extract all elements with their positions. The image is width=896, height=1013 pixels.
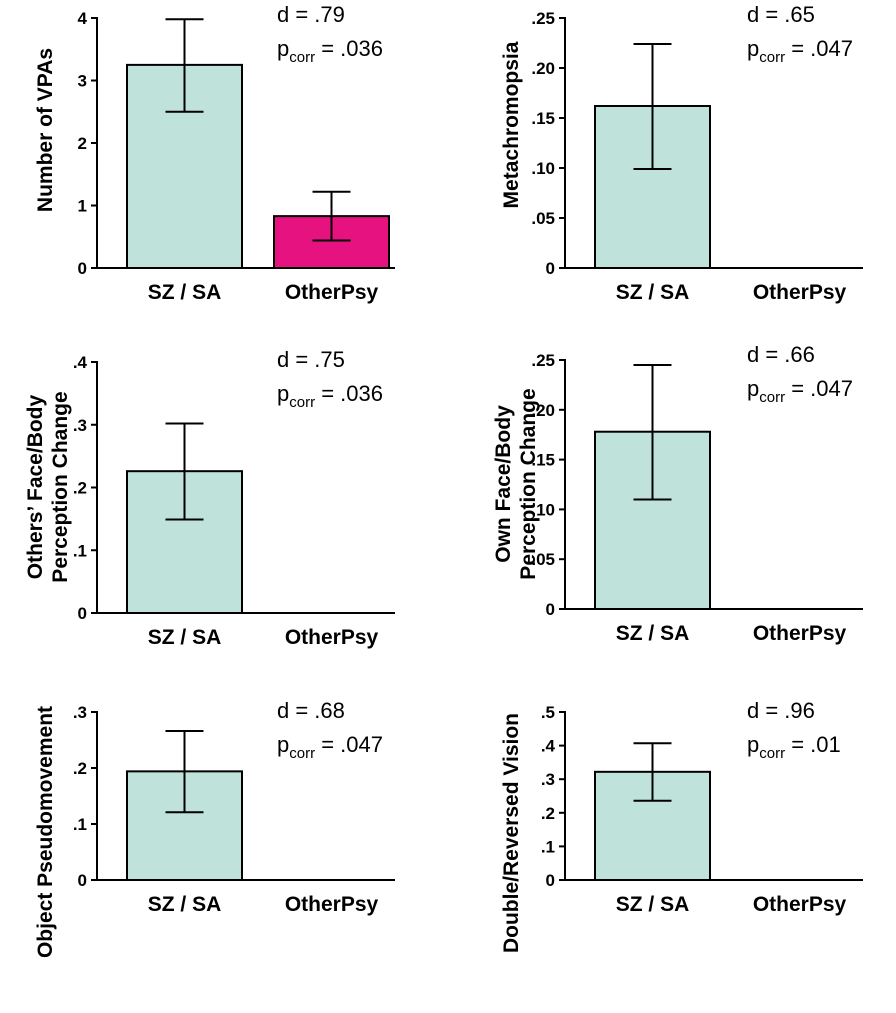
y-tick-label: .15 — [531, 451, 555, 470]
p-value-label: pcorr = .047 — [277, 732, 383, 762]
category-label-szsa: SZ / SA — [148, 893, 222, 916]
chart-panel-2: 0 .05 .10 .15 .20 .25 SZ / SA OtherPsy Metachrom… — [500, 2, 863, 304]
category-label-otherpsy: OtherPsy — [285, 626, 379, 649]
y-tick-label: 0 — [78, 871, 87, 890]
category-label-szsa: SZ / SA — [148, 281, 222, 304]
y-tick-label: .15 — [531, 109, 555, 128]
y-tick-label: .20 — [531, 59, 555, 78]
y-axis-label-line: Double/Reversed Vision — [500, 713, 523, 953]
y-tick-label: 1 — [78, 197, 87, 216]
y-axis-label: Others’ Face/BodyPerception Change — [24, 391, 72, 582]
chart-panel-6: 0 .1 .2 .3 .4 .5 SZ / SA OtherPsy Double/Reverse… — [500, 698, 863, 953]
y-axis-label: Own Face/BodyPerception Change — [492, 388, 540, 579]
p-subscript: corr — [759, 389, 785, 406]
y-tick-label: 3 — [78, 72, 87, 91]
chart-panel-3: 0 .1 .2 .3 .4 SZ / SA OtherPsy Others’ Face/Bod… — [24, 347, 395, 649]
p-value: = .01 — [785, 732, 841, 757]
p-subscript: corr — [759, 49, 785, 66]
category-label-szsa: SZ / SA — [616, 893, 690, 916]
p-value-label: pcorr = .047 — [747, 376, 853, 406]
p-value: = .036 — [315, 381, 383, 406]
p-subscript: corr — [289, 49, 315, 66]
y-tick-label: 0 — [78, 259, 87, 278]
effect-size-label: d = .68 — [277, 698, 345, 723]
category-label-otherpsy: OtherPsy — [285, 893, 379, 916]
y-tick-label: 0 — [546, 259, 555, 278]
y-tick-label: 4 — [78, 9, 88, 28]
effect-size-label: d = .96 — [747, 698, 815, 723]
effect-size-label: d = .79 — [277, 2, 345, 27]
y-axis-label-line: Others’ Face/Body — [24, 394, 47, 579]
y-axis-label: Number of VPAs — [34, 48, 57, 212]
chart-panel-1: 0 1 2 3 4 SZ / SA OtherPsy Number of VPAs d = .7… — [34, 2, 395, 304]
y-axis-label: Metachromopsia — [500, 41, 523, 208]
p-letter: p — [277, 36, 289, 61]
y-axis-label-line: Number of VPAs — [34, 48, 57, 212]
y-tick-label: 0 — [546, 871, 555, 890]
p-value: = .047 — [785, 36, 853, 61]
category-label-otherpsy: OtherPsy — [753, 622, 847, 645]
y-axis-label-line: Perception Change — [49, 391, 72, 582]
y-tick-label: .2 — [73, 759, 87, 778]
effect-size-label: d = .66 — [747, 342, 815, 367]
p-value: = .047 — [315, 732, 383, 757]
y-tick-label: .3 — [73, 416, 87, 435]
p-value-label: pcorr = .01 — [747, 732, 841, 762]
y-tick-label: .3 — [73, 703, 87, 722]
y-tick-label: .10 — [531, 159, 555, 178]
y-axis-label-line: Object Pseudomovement — [34, 706, 57, 958]
chart-panel-4: 0 .05 .10 .15 .20 .25 SZ / SA OtherPsy Own Face/… — [492, 342, 863, 645]
y-tick-label: .3 — [541, 770, 555, 789]
category-label-szsa: SZ / SA — [148, 626, 222, 649]
y-tick-label: .05 — [531, 209, 555, 228]
p-subscript: corr — [289, 745, 315, 762]
y-axis-label: Object Pseudomovement — [34, 706, 57, 958]
y-tick-label: .1 — [73, 541, 87, 560]
p-letter: p — [747, 376, 759, 401]
effect-size-label: d = .75 — [277, 347, 345, 372]
p-letter: p — [747, 732, 759, 757]
y-tick-label: .25 — [531, 351, 555, 370]
y-tick-label: .4 — [541, 737, 556, 756]
p-value-label: pcorr = .036 — [277, 36, 383, 66]
y-axis-label: Double/Reversed Vision — [500, 713, 523, 953]
y-tick-label: 0 — [78, 604, 87, 623]
y-tick-label: .10 — [531, 500, 555, 519]
y-tick-label: .4 — [73, 353, 88, 372]
p-letter: p — [277, 732, 289, 757]
y-axis-label-line: Own Face/Body — [492, 405, 515, 563]
category-label-szsa: SZ / SA — [616, 622, 690, 645]
effect-size-label: d = .65 — [747, 2, 815, 27]
y-tick-label: .1 — [73, 815, 87, 834]
y-tick-label: .1 — [541, 837, 555, 856]
chart-panel-5: 0 .1 .2 .3 SZ / SA OtherPsy Object Pseudomovem… — [34, 698, 395, 958]
p-value: = .047 — [785, 376, 853, 401]
p-letter: p — [277, 381, 289, 406]
y-axis-label-line: Perception Change — [517, 388, 540, 579]
p-value-label: pcorr = .036 — [277, 381, 383, 411]
p-value-label: pcorr = .047 — [747, 36, 853, 66]
category-label-otherpsy: OtherPsy — [753, 281, 847, 304]
y-axis-label-line: Metachromopsia — [500, 41, 523, 208]
y-tick-label: .5 — [541, 703, 555, 722]
y-tick-label: 2 — [78, 134, 87, 153]
p-letter: p — [747, 36, 759, 61]
category-label-otherpsy: OtherPsy — [753, 893, 847, 916]
category-label-otherpsy: OtherPsy — [285, 281, 379, 304]
y-tick-label: .05 — [531, 550, 555, 569]
p-subscript: corr — [759, 745, 785, 762]
p-subscript: corr — [289, 394, 315, 411]
y-tick-label: .20 — [531, 401, 555, 420]
y-tick-label: .2 — [73, 479, 87, 498]
category-label-szsa: SZ / SA — [616, 281, 690, 304]
y-tick-label: .25 — [531, 9, 555, 28]
y-tick-label: .2 — [541, 804, 555, 823]
y-tick-label: 0 — [546, 600, 555, 619]
p-value: = .036 — [315, 36, 383, 61]
